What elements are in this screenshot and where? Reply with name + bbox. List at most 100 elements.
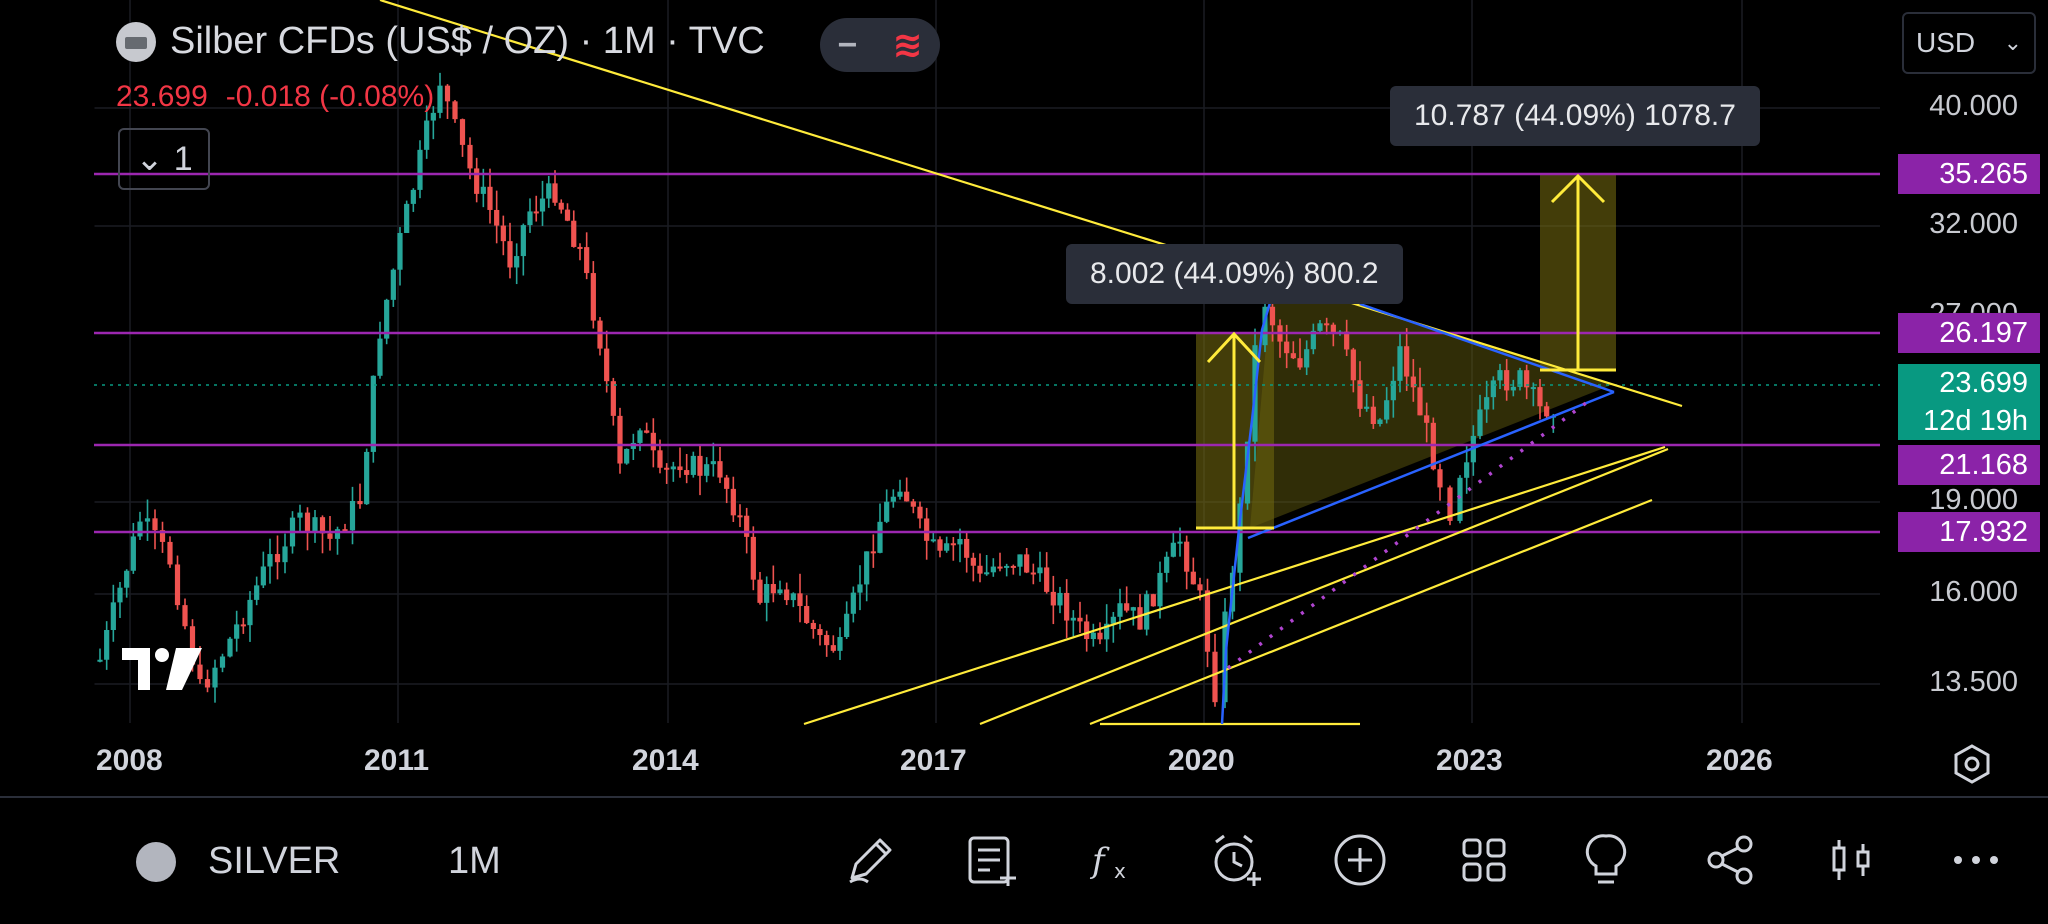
candle-body: [670, 466, 676, 470]
candle-body: [1157, 572, 1163, 607]
candle-body: [1244, 441, 1251, 504]
price-label: 40.000: [1929, 90, 2018, 122]
candle-body: [1237, 503, 1243, 573]
measure-label-left[interactable]: 8.002 (44.09%) 800.2: [1066, 244, 1403, 304]
candle-body: [1510, 386, 1516, 391]
candle-body: [677, 466, 683, 471]
candle-body: [1404, 346, 1410, 377]
triangle-pattern[interactable]: [1220, 295, 1615, 725]
candle-body: [1504, 370, 1510, 391]
layout-selector[interactable]: ⌄ 1: [118, 128, 210, 190]
candle-body: [1164, 556, 1170, 573]
candle-body: [904, 491, 910, 502]
candle-body: [1417, 387, 1423, 416]
candle-body: [1390, 380, 1396, 401]
candle-body: [870, 551, 876, 554]
more-icon[interactable]: [1946, 830, 2006, 890]
candle-body: [500, 225, 506, 242]
candle-body: [546, 183, 552, 199]
candle-body: [864, 551, 870, 585]
candle-body: [1150, 594, 1156, 607]
candle-body: [117, 587, 123, 603]
price-label: 27.000: [1929, 298, 2018, 313]
candle-body: [1517, 370, 1523, 387]
candle-body: [604, 348, 610, 382]
wave-icon[interactable]: ≋: [892, 24, 923, 65]
candle-body: [1324, 323, 1330, 326]
layouts-icon[interactable]: [1454, 830, 1514, 890]
measure-label-right[interactable]: 10.787 (44.09%) 1078.7: [1390, 86, 1760, 146]
candle-body: [964, 538, 970, 558]
candle-body: [1184, 541, 1190, 572]
candle-body: [824, 635, 830, 646]
candle-body: [804, 606, 810, 623]
add-icon[interactable]: [1330, 830, 1390, 890]
candle-body: [717, 461, 723, 478]
candle-body: [452, 101, 458, 120]
alert-icon[interactable]: [1206, 830, 1266, 890]
symbol-name: SILVER: [208, 840, 341, 882]
quick-toggle-group[interactable]: − ≋: [820, 18, 940, 72]
measure-arrow-right[interactable]: [1540, 173, 1616, 372]
pencil-icon[interactable]: [840, 830, 900, 890]
minimize-icon[interactable]: −: [837, 25, 858, 64]
candle-body: [750, 536, 756, 580]
candle-body: [1370, 406, 1376, 424]
candle-body: [830, 645, 836, 651]
candle-body: [104, 630, 110, 660]
silver-symbol-icon: [116, 21, 156, 62]
candle-body: [539, 198, 546, 212]
time-label: 2011: [364, 744, 430, 777]
notes-icon[interactable]: [962, 830, 1022, 890]
candle-body: [1010, 565, 1016, 568]
candle-body: [1212, 651, 1218, 703]
horizontal-levels[interactable]: [94, 172, 1880, 534]
candle-body: [110, 602, 116, 631]
level-tag[interactable]: 17.932: [1898, 512, 2040, 552]
candle-body: [944, 543, 950, 551]
candle-body: [459, 119, 466, 145]
candle-body: [1064, 592, 1070, 621]
currency-select[interactable]: USD ⌄: [1902, 12, 2036, 74]
candle-body: [137, 521, 143, 537]
time-label: 2026: [1706, 744, 1773, 777]
candle-body: [260, 566, 266, 586]
candle-body: [1110, 616, 1116, 624]
level-tag[interactable]: 21.168: [1898, 445, 2040, 485]
candle-body: [417, 149, 423, 190]
level-tag[interactable]: 26.197: [1898, 313, 2040, 353]
symbol-selector[interactable]: SILVER: [136, 840, 340, 883]
candle-body: [857, 584, 863, 593]
candle-body: [590, 273, 596, 321]
candle-body: [1437, 469, 1443, 488]
chart-type-icon[interactable]: [1822, 830, 1882, 890]
symbol-title[interactable]: Silber CFDs (US$ / OZ) · 1M · TVC: [116, 20, 765, 63]
time-label: 2020: [1168, 744, 1235, 777]
candle-body: [1490, 380, 1496, 398]
candle-body: [584, 247, 590, 274]
share-icon[interactable]: [1700, 830, 1760, 890]
chevron-down-icon: ⌄: [135, 140, 164, 178]
measure-arrow-left[interactable]: [1196, 331, 1274, 530]
candle-body: [970, 557, 976, 566]
axis-settings-icon[interactable]: [1950, 742, 1994, 786]
candle-body: [1144, 594, 1150, 630]
trendlines[interactable]: [379, 0, 1683, 726]
candle-body: [342, 529, 348, 532]
interval-selector[interactable]: 1M: [448, 840, 501, 882]
candle-body: [1357, 380, 1363, 409]
candle-body: [1484, 397, 1490, 410]
candle-body: [1030, 572, 1036, 575]
candle-body: [487, 186, 493, 210]
candle-body: [1477, 409, 1483, 436]
candle-body: [212, 667, 218, 688]
ideas-icon[interactable]: [1576, 830, 1636, 890]
candle-body: [437, 85, 443, 113]
level-tag[interactable]: 35.265: [1898, 154, 2040, 194]
candle-body: [390, 269, 396, 300]
candle-body: [1097, 632, 1103, 640]
candle-body: [950, 543, 956, 546]
price-label: 16.000: [1929, 576, 2018, 608]
